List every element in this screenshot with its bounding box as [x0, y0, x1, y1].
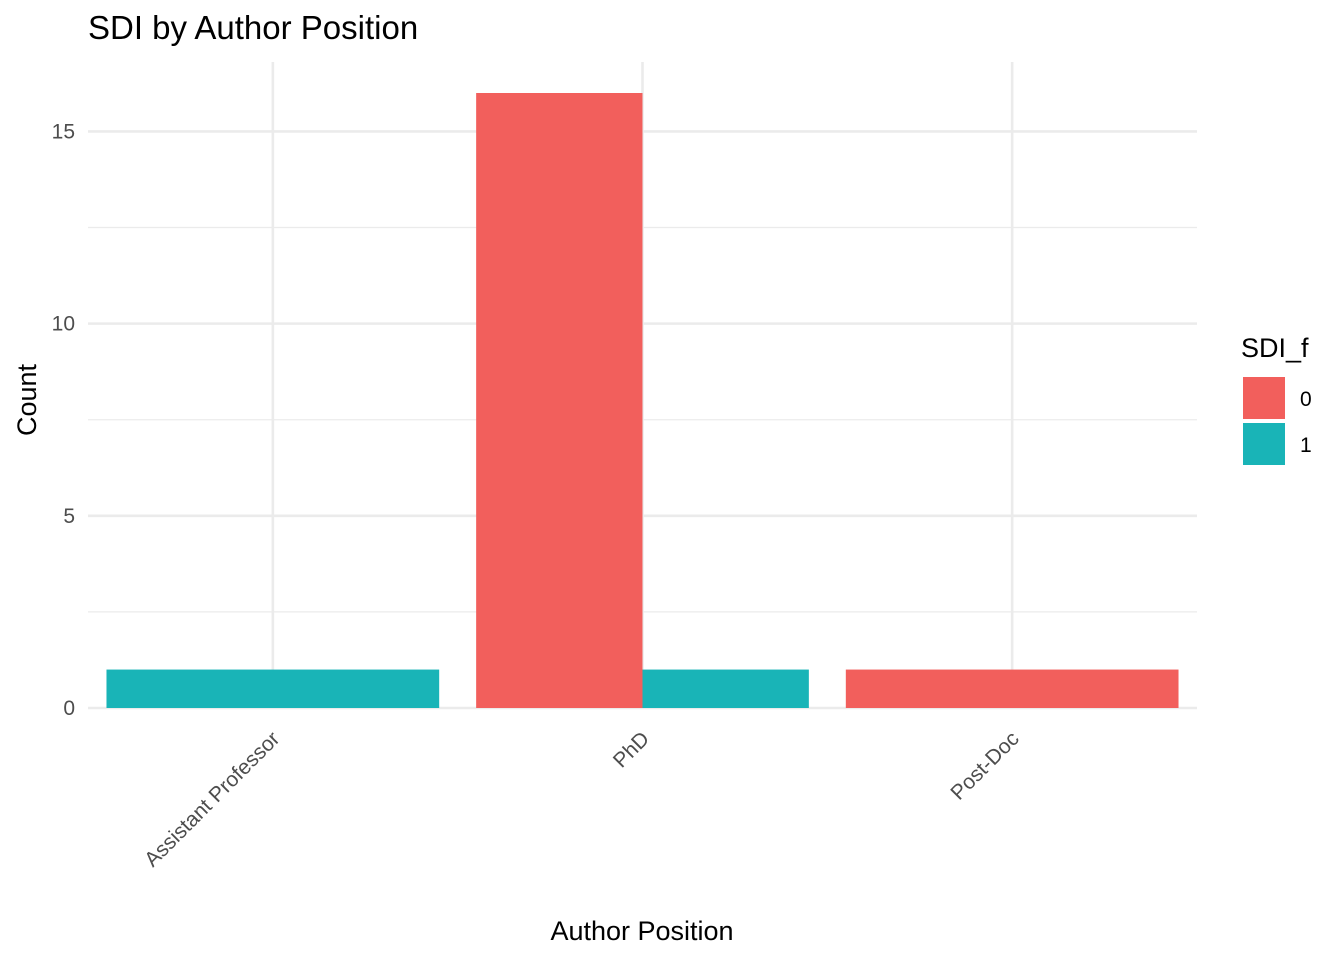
legend-key-sdi-0: [1243, 377, 1285, 419]
x-tick-label: PhD: [609, 727, 654, 772]
x-axis-title: Author Position: [550, 916, 733, 946]
y-tick-label: 10: [52, 313, 75, 336]
y-tick-label: 5: [63, 505, 75, 528]
bar-phd-sdi-1: [642, 669, 809, 708]
legend-title: SDI_f: [1241, 333, 1309, 363]
x-tick-label: Assistant Professor: [140, 727, 284, 871]
y-axis-title: Count: [12, 363, 42, 436]
y-tick-label: 15: [52, 120, 75, 143]
y-axis-ticks: 0 5 10 15: [52, 120, 75, 720]
chart-title: SDI by Author Position: [88, 9, 418, 46]
bar-assistant-professor-sdi-1: [106, 669, 440, 708]
legend-label-sdi-0: 0: [1300, 388, 1312, 411]
bars-layer: [106, 93, 1179, 708]
bar-phd-sdi-0: [476, 93, 643, 708]
legend-label-sdi-1: 1: [1300, 434, 1312, 457]
y-tick-label: 0: [63, 697, 75, 720]
legend: SDI_f 0 1: [1241, 333, 1312, 465]
x-axis-ticks: Assistant Professor PhD Post-Doc: [140, 727, 1024, 871]
legend-key-sdi-1: [1243, 423, 1285, 465]
x-tick-label: Post-Doc: [946, 727, 1023, 804]
bar-post-doc-sdi-0: [845, 669, 1179, 708]
